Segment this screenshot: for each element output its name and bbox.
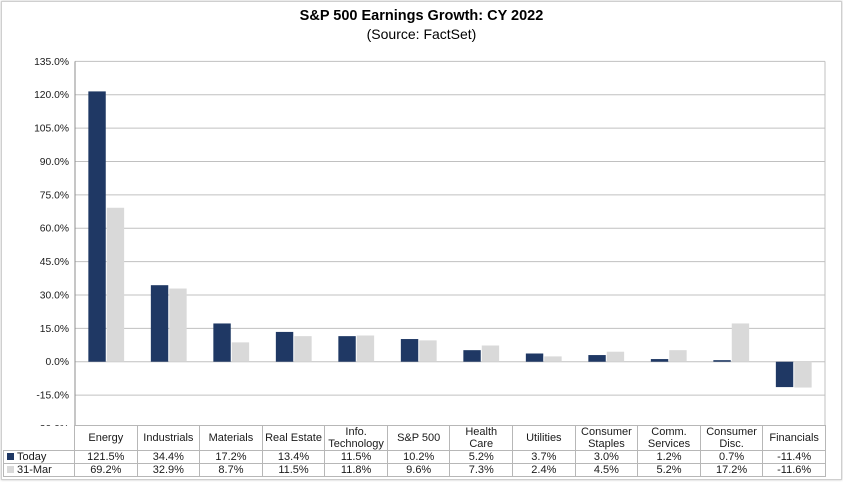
svg-text:-15.0%: -15.0%	[36, 391, 69, 402]
svg-text:120.0%: 120.0%	[34, 90, 69, 101]
svg-text:60.0%: 60.0%	[40, 224, 69, 235]
svg-text:105.0%: 105.0%	[34, 124, 69, 135]
svg-text:45.0%: 45.0%	[40, 257, 69, 268]
svg-text:90.0%: 90.0%	[40, 157, 69, 168]
svg-text:0.0%: 0.0%	[46, 357, 69, 368]
svg-text:75.0%: 75.0%	[40, 190, 69, 201]
svg-text:135.0%: 135.0%	[34, 57, 69, 68]
svg-text:15.0%: 15.0%	[40, 324, 69, 335]
svg-text:30.0%: 30.0%	[40, 290, 69, 301]
